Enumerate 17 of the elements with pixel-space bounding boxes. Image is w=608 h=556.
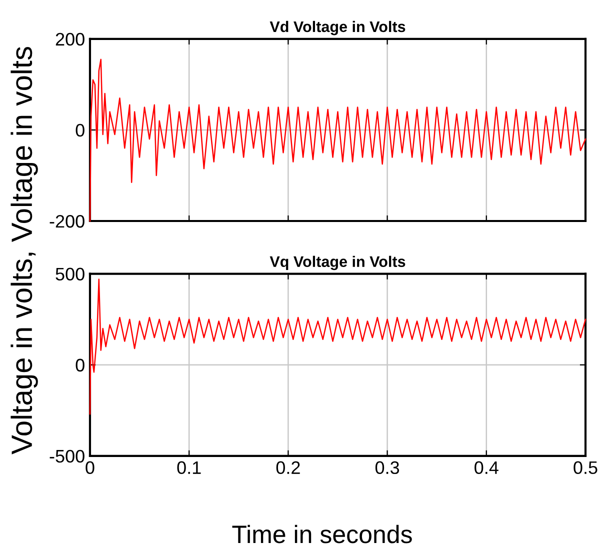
x-tick-label: 0.2 bbox=[276, 461, 300, 474]
x-tick-label: 0.5 bbox=[574, 461, 598, 474]
x-tick-label: 0.4 bbox=[474, 461, 498, 474]
chart-title: Vq Voltage in Volts bbox=[270, 256, 406, 270]
y-tick-label: 500 bbox=[56, 268, 84, 281]
chart-title: Vd Voltage in Volts bbox=[270, 20, 406, 36]
x-tick-label: 0.3 bbox=[375, 461, 400, 474]
x-axis-title: Time in seconds bbox=[232, 524, 412, 544]
x-tick-label: 0 bbox=[86, 461, 94, 474]
y-tick-label: 0 bbox=[76, 124, 84, 137]
y-axis-title: Voltage in volts, Voltage in volts bbox=[10, 46, 38, 454]
y-tick-label: 0 bbox=[76, 358, 84, 372]
x-tick-label: 0.1 bbox=[177, 461, 201, 474]
y-tick-label: 200 bbox=[56, 32, 84, 46]
y-tick-label: -200 bbox=[50, 214, 84, 228]
line-series bbox=[89, 278, 586, 415]
y-tick-label: -500 bbox=[50, 450, 84, 463]
